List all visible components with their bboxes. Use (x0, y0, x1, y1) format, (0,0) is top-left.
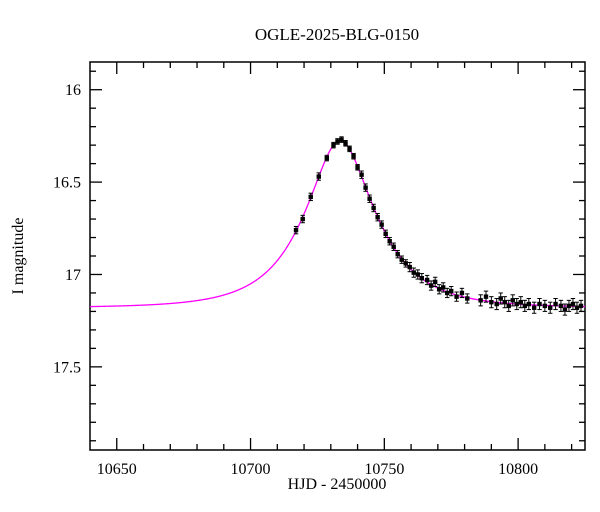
data-point (367, 196, 372, 201)
data-point (510, 298, 515, 303)
data-point (578, 303, 584, 309)
data-point (440, 285, 446, 290)
data-point (489, 299, 494, 305)
data-point (335, 139, 340, 144)
data-point (391, 244, 396, 249)
data-point (459, 290, 465, 296)
data-point (347, 146, 352, 152)
data-point (399, 257, 404, 262)
data-point (363, 185, 368, 190)
data-point (531, 305, 537, 310)
plot-frame (89, 61, 586, 451)
chart-title: OGLE-2025-BLG-0150 (255, 25, 419, 44)
data-point (558, 303, 564, 309)
data-point (454, 294, 459, 299)
x-tick-label: 10800 (498, 461, 538, 478)
y-tick-label: 17.5 (53, 359, 81, 376)
model-curve (89, 139, 586, 308)
data-point (506, 303, 511, 309)
data-point (359, 172, 364, 177)
data-point (478, 298, 483, 303)
data-point (518, 299, 523, 305)
plot-area: 10650 10700 10750 10800 16 16.5 17 17.5 (53, 61, 586, 478)
data-point (300, 216, 305, 222)
data-point (324, 155, 329, 161)
data-point (395, 251, 400, 257)
y-axis-label: I magnitude (10, 218, 27, 295)
data-point (331, 142, 336, 148)
data-point (514, 301, 519, 307)
data-point (428, 283, 434, 288)
data-point (355, 165, 360, 170)
y-tick-label: 16 (65, 82, 81, 99)
data-point (339, 137, 344, 142)
data-point (553, 301, 558, 307)
data-point (483, 294, 489, 299)
data-point (570, 301, 576, 307)
data-point (415, 272, 420, 277)
data-point (316, 174, 321, 179)
data-point (494, 301, 499, 307)
x-tick-label: 10650 (97, 461, 137, 478)
data-point (407, 264, 412, 270)
data-point (449, 288, 454, 294)
data-point (293, 227, 299, 233)
x-tick-label: 10700 (231, 461, 271, 478)
data-point (522, 303, 527, 309)
data-point (537, 301, 542, 307)
data-point (436, 287, 442, 292)
data-point (432, 279, 438, 285)
data-point (574, 305, 580, 310)
data-point (424, 277, 430, 283)
data-point (562, 307, 568, 312)
data-point (542, 303, 548, 309)
data-point (351, 154, 356, 159)
y-tick-label: 17 (65, 267, 81, 284)
data-point (465, 296, 470, 301)
data-point (375, 215, 380, 220)
x-axis-label: HJD - 2450000 (288, 476, 387, 493)
data-point (383, 231, 388, 237)
data-point (548, 305, 553, 310)
data-point (526, 301, 532, 307)
data-point (566, 303, 572, 309)
x-tick-label: 10750 (364, 461, 404, 478)
data-point (308, 194, 313, 200)
data-point (387, 239, 392, 244)
data-point (411, 270, 416, 275)
data-point (371, 205, 376, 211)
data-point (498, 296, 503, 301)
y-tick-label: 16.5 (53, 175, 81, 192)
data-point (445, 290, 450, 296)
data-point (379, 222, 384, 227)
data-point (343, 141, 348, 146)
data-point (403, 261, 408, 266)
data-point (419, 275, 424, 281)
data-point (502, 299, 507, 305)
